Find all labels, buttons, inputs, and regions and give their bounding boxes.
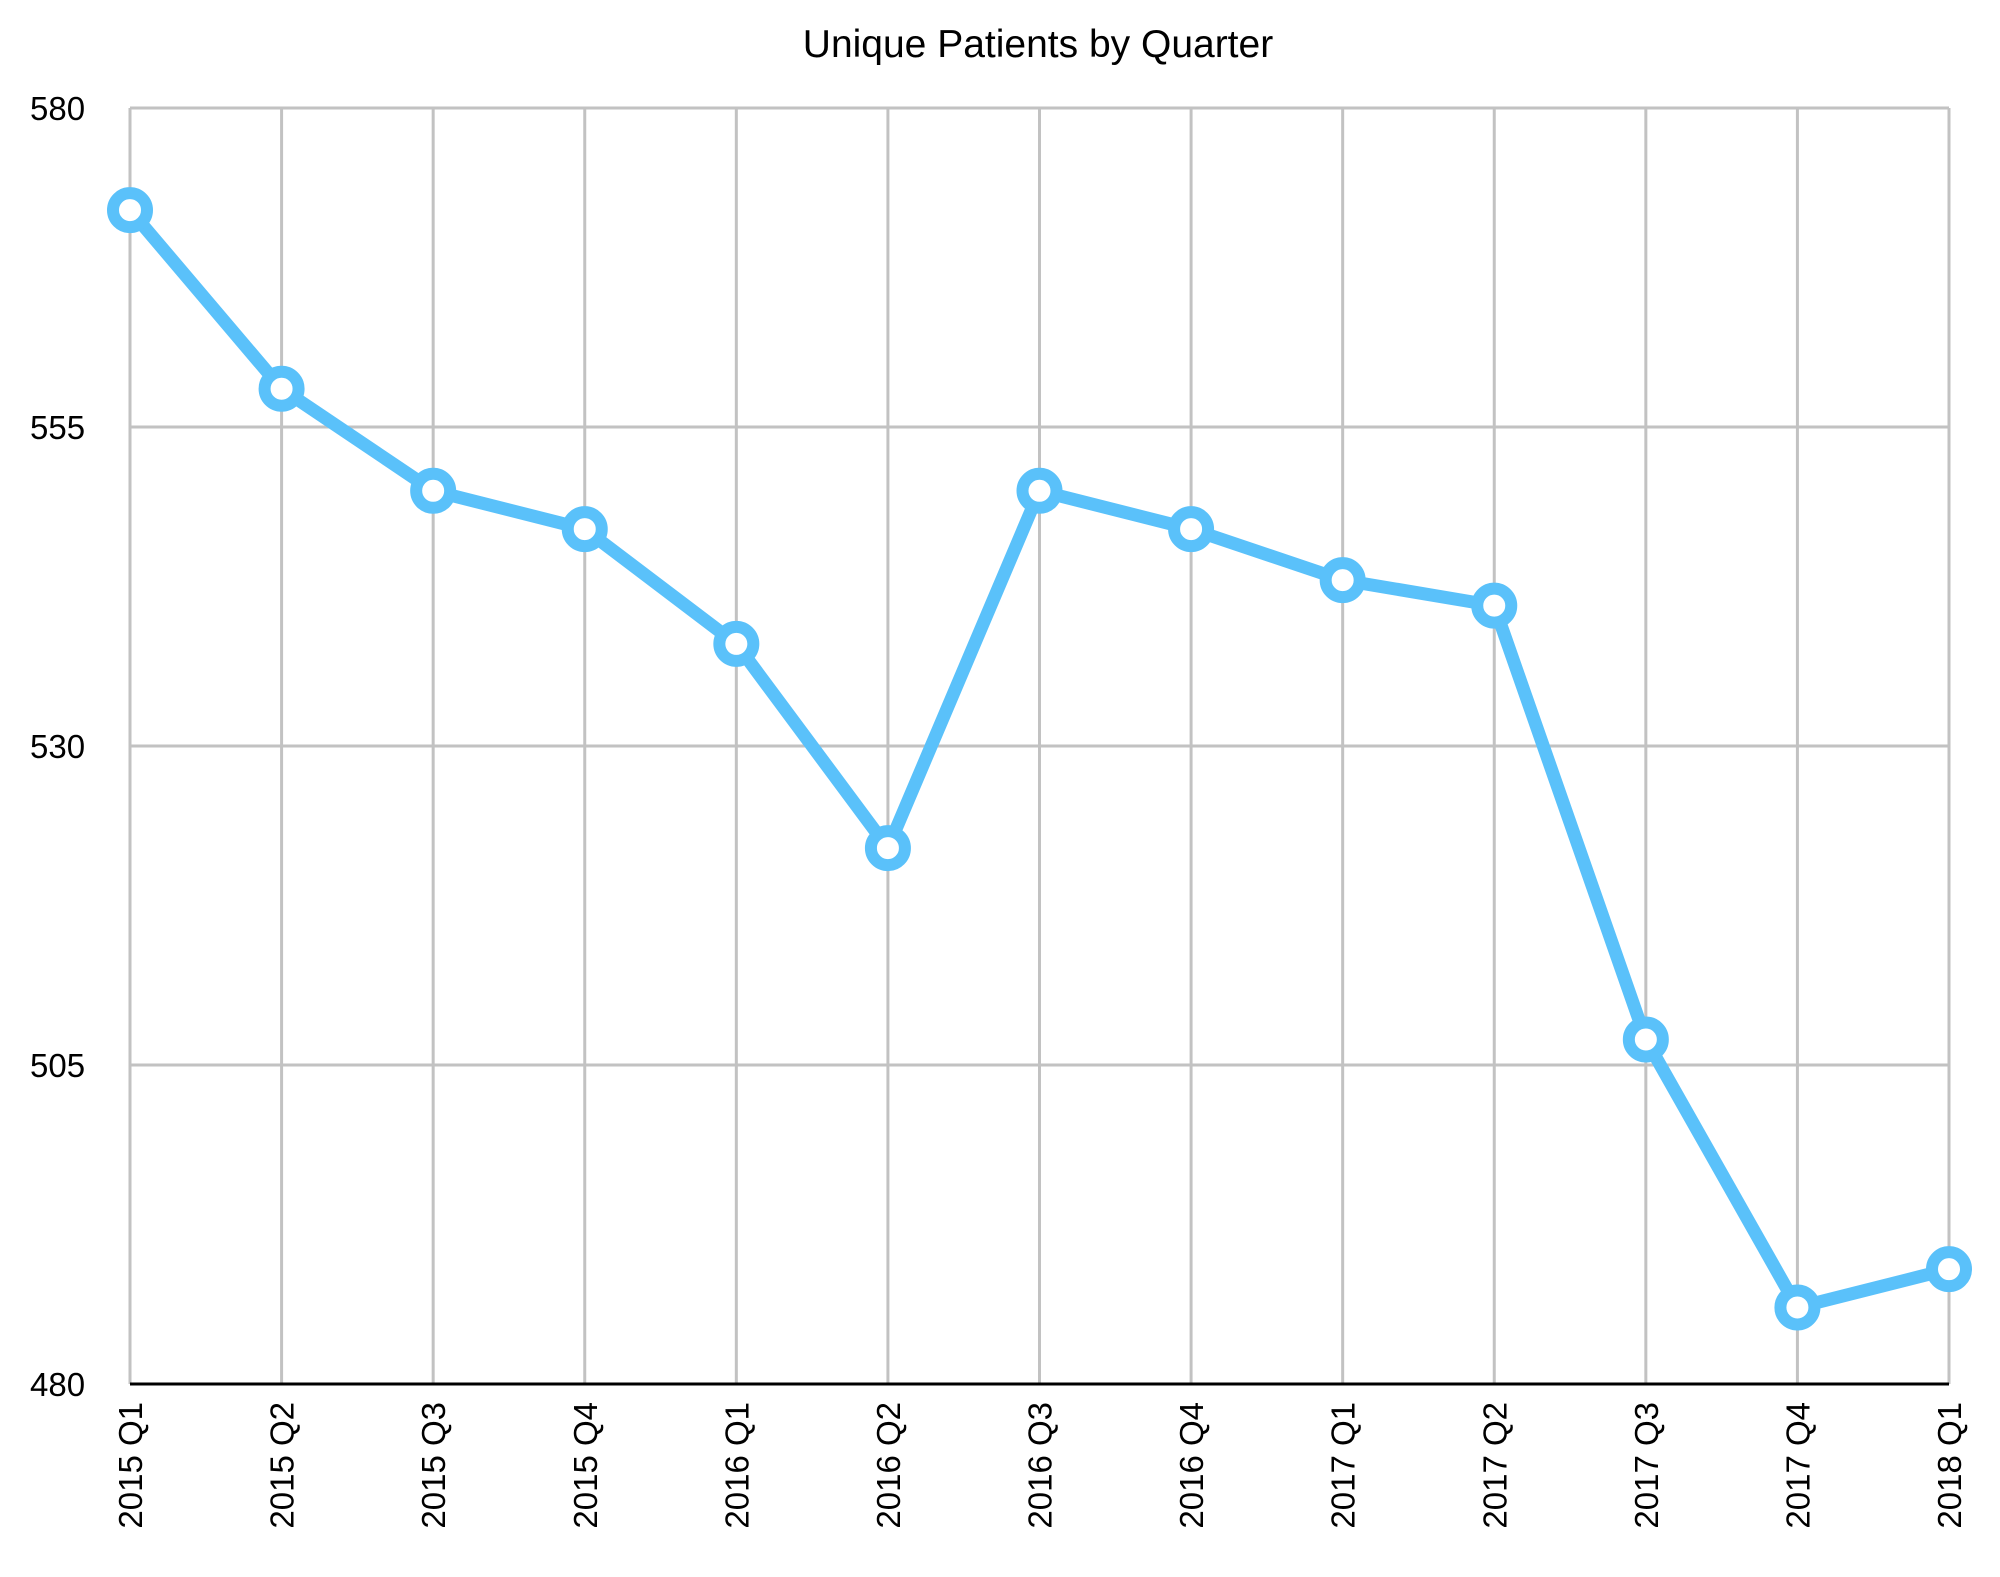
- data-point: [1774, 1284, 1821, 1331]
- grid: [128, 106, 1951, 1384]
- x-tick-label: 2015 Q3: [415, 1402, 452, 1529]
- data-point: [107, 187, 153, 234]
- data-point: [864, 825, 911, 872]
- x-tick-label: 2017 Q4: [1779, 1402, 1816, 1529]
- series-layer: [107, 187, 1972, 1331]
- y-tick-label: 555: [30, 409, 85, 446]
- x-tick-label: 2017 Q3: [1628, 1402, 1665, 1529]
- y-tick-label: 480: [30, 1366, 85, 1403]
- x-tick-label: 2015 Q1: [112, 1402, 149, 1529]
- x-tick-label: 2016 Q4: [1173, 1402, 1210, 1529]
- data-point: [1319, 557, 1366, 604]
- y-tick-label: 505: [30, 1047, 85, 1084]
- x-tick-label: 2016 Q1: [718, 1402, 755, 1529]
- tick-labels: 480 505 530 555 580 2015 Q1 2015 Q2 2015 Q3 2015…: [30, 90, 1968, 1529]
- x-tick-label: 2017 Q1: [1325, 1402, 1362, 1529]
- x-tick-label: 2015 Q2: [264, 1402, 301, 1529]
- x-tick-label: 2016 Q2: [870, 1402, 907, 1529]
- data-point: [258, 365, 305, 412]
- x-tick-label: 2016 Q3: [1022, 1402, 1059, 1529]
- data-point: [1471, 582, 1518, 629]
- data-point: [561, 506, 608, 553]
- data-point: [713, 620, 760, 667]
- data-point: [410, 467, 457, 514]
- chart-title: Unique Patients by Quarter: [803, 23, 1273, 66]
- y-tick-label: 580: [30, 90, 85, 127]
- data-point: [1622, 1016, 1669, 1063]
- y-tick-label: 530: [30, 728, 85, 765]
- x-tick-label: 2015 Q4: [567, 1402, 604, 1529]
- x-tick-label: 2018 Q1: [1931, 1402, 1968, 1529]
- data-point: [1926, 1246, 1972, 1293]
- data-point: [1016, 467, 1063, 514]
- data-point: [1168, 506, 1215, 553]
- x-tick-label: 2017 Q2: [1476, 1402, 1513, 1529]
